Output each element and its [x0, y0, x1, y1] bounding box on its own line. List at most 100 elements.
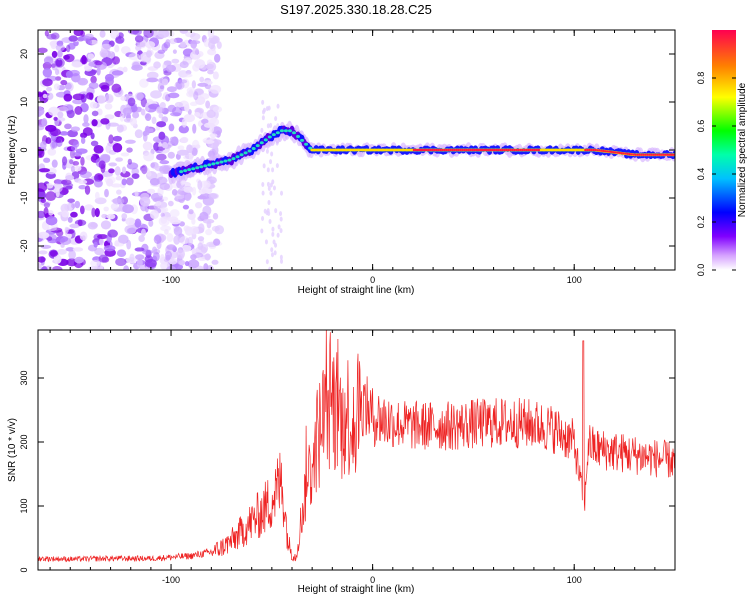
- noise-blob: [127, 30, 140, 35]
- ridge-highlight: [219, 160, 224, 164]
- noise-blob: [80, 156, 85, 166]
- colorbar-ticks: 0.0 0.2 0.4 0.6 0.8: [696, 72, 736, 276]
- noise-blob: [43, 207, 49, 217]
- noise-blob: [104, 103, 113, 110]
- noise-blob: [57, 111, 64, 119]
- noise-blob: [51, 50, 58, 58]
- noise-blob: [206, 109, 216, 119]
- noise-blob: [41, 265, 48, 270]
- ridge-max: [672, 153, 675, 156]
- ridge-max: [523, 149, 526, 151]
- noise-blob: [38, 106, 45, 116]
- ridge-highlight: [308, 146, 313, 150]
- noise-blob: [197, 256, 207, 262]
- ridge-max: [646, 153, 649, 156]
- noise-blob: [273, 250, 277, 256]
- noise-blob: [161, 206, 169, 214]
- noise-blob: [80, 102, 89, 113]
- noise-blob: [72, 99, 84, 105]
- ridge-max: [618, 151, 621, 154]
- ridge-max: [469, 149, 472, 151]
- noise-blob: [202, 218, 215, 224]
- ridge-max: [481, 149, 484, 151]
- noise-blob: [67, 216, 73, 223]
- noise-blob: [70, 144, 78, 152]
- ridge-highlight: [279, 129, 284, 133]
- noise-blob: [80, 56, 88, 65]
- ridge-max: [453, 149, 456, 151]
- noise-blob: [111, 56, 120, 65]
- noise-blob: [93, 175, 99, 182]
- snr-ylabel: SNR (10 * v/v): [7, 418, 18, 482]
- noise-blob: [93, 241, 98, 248]
- snr-ytick-label: 200: [19, 434, 29, 449]
- noise-blob: [152, 197, 165, 203]
- noise-blob: [183, 186, 194, 193]
- noise-blob: [43, 56, 54, 65]
- ridge-max: [642, 153, 645, 156]
- noise-blob: [139, 78, 149, 88]
- ridge-max: [441, 149, 444, 151]
- noise-blob: [56, 249, 67, 255]
- noise-blob: [43, 157, 51, 163]
- noise-blob: [178, 79, 188, 84]
- noise-blob: [188, 209, 194, 215]
- ridge-max: [588, 149, 591, 151]
- noise-blob: [126, 239, 132, 250]
- noise-blob: [150, 210, 159, 220]
- noise-blob: [94, 207, 100, 218]
- noise-blob: [190, 254, 197, 260]
- ridge-max: [435, 149, 438, 151]
- noise-blob: [166, 233, 174, 243]
- noise-blob: [177, 149, 190, 156]
- noise-blob: [186, 87, 195, 95]
- noise-blob: [168, 258, 178, 265]
- noise-blob: [77, 219, 83, 227]
- noise-blob: [84, 204, 94, 211]
- noise-blob: [178, 260, 186, 266]
- noise-blob: [111, 70, 124, 76]
- noise-blob: [139, 196, 151, 207]
- ridge-max: [638, 153, 641, 156]
- noise-blob: [157, 49, 166, 54]
- noise-blob: [159, 182, 171, 191]
- noise-blob: [72, 247, 84, 252]
- noise-blob: [264, 239, 268, 245]
- noise-blob: [203, 122, 214, 128]
- ridge-max: [662, 153, 665, 156]
- noise-blob: [121, 166, 127, 174]
- noise-blob: [69, 159, 74, 165]
- ridge-max: [624, 152, 627, 155]
- ridge-highlight: [255, 144, 260, 148]
- noise-blob: [169, 136, 176, 145]
- noise-blob: [205, 228, 213, 236]
- noise-blob: [192, 123, 197, 134]
- ridge-max: [519, 149, 522, 151]
- ridge-max: [527, 149, 530, 151]
- noise-blob: [261, 115, 265, 121]
- noise-blob: [59, 131, 69, 136]
- noise-blob: [131, 64, 143, 71]
- noise-blob: [274, 208, 278, 214]
- ridge-max: [445, 149, 448, 151]
- ridge-max: [614, 151, 617, 154]
- noise-blob: [115, 157, 124, 162]
- noise-blob: [120, 95, 127, 101]
- noise-blob: [173, 226, 183, 236]
- noise-blob: [91, 207, 96, 218]
- noise-blob: [105, 144, 112, 154]
- noise-blob: [191, 80, 197, 89]
- noise-blob: [70, 165, 76, 173]
- ridge-max: [644, 153, 647, 156]
- noise-blob: [46, 92, 54, 100]
- noise-blob: [199, 76, 205, 83]
- noise-blob: [146, 188, 156, 194]
- noise-blob: [277, 224, 281, 230]
- noise-blob: [87, 53, 95, 60]
- noise-blob: [267, 211, 271, 217]
- noise-blob: [65, 175, 75, 181]
- noise-blob: [186, 144, 193, 154]
- noise-blob: [42, 78, 53, 87]
- ridge-highlight: [203, 164, 208, 168]
